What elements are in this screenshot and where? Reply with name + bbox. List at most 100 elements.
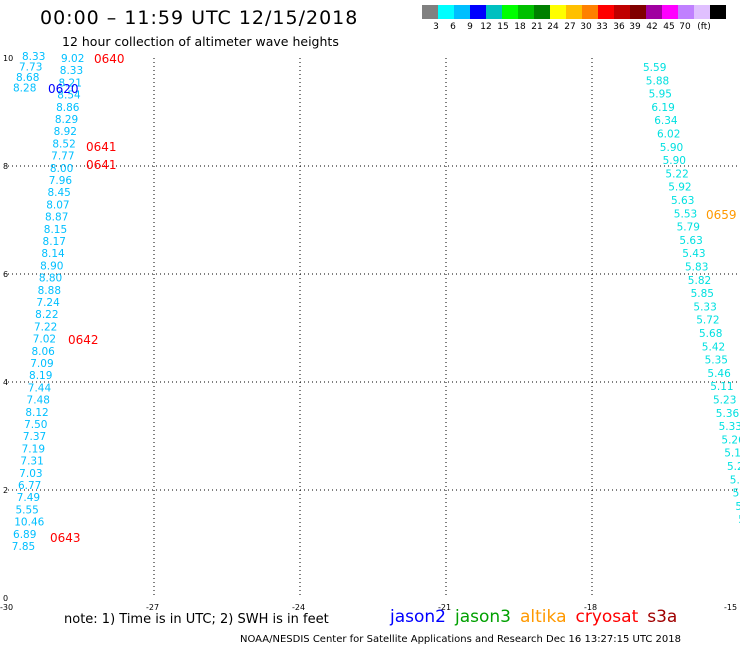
x-tick-label: -27 (146, 603, 159, 612)
wave-height-value: 8.88 (38, 285, 61, 297)
wave-height-value: 5.63 (679, 235, 702, 247)
y-tick-label: 2 (3, 486, 8, 495)
pass-time-label: 0640 (94, 52, 125, 66)
wave-height-value: 8.17 (43, 236, 66, 248)
wave-height-value: 5. (735, 501, 740, 513)
scale-swatch (518, 5, 534, 19)
scale-label: 33 (596, 22, 608, 32)
scale-swatch (646, 5, 662, 19)
wave-height-value: 5.11 (710, 381, 733, 393)
scale-swatch (470, 5, 486, 19)
wave-height-value: 8.86 (56, 102, 80, 114)
wave-height-value: 5.72 (696, 315, 719, 327)
wave-height-value: 7.50 (24, 419, 47, 431)
wave-height-value: 5.92 (668, 182, 691, 194)
wave-height-value: 5.63 (671, 195, 694, 207)
wave-height-value: 5 (738, 514, 740, 526)
scale-label: (ft) (697, 22, 711, 32)
wave-height-value: 8.06 (31, 346, 55, 358)
y-tick-label: 0 (3, 594, 8, 603)
wave-height-value: 7.48 (27, 395, 50, 407)
wave-height-value: 8.07 (46, 199, 69, 211)
wave-height-value: 7.03 (19, 468, 42, 480)
wave-height-value: 5.23 (713, 395, 736, 407)
scale-label: 21 (531, 22, 543, 32)
wave-height-value: 8.90 (40, 260, 63, 272)
wave-height-value: 7.49 (17, 492, 40, 504)
wave-height-value: 10.46 (14, 517, 44, 529)
scale-label: 3 (433, 22, 439, 32)
scale-swatch (710, 5, 726, 19)
pass-time-label: 0659 (706, 208, 737, 222)
map-subtitle: 12 hour collection of altimeter wave hei… (62, 34, 339, 49)
legend-item-cryosat: cryosat (575, 607, 639, 627)
wave-height-value: 5.35 (705, 355, 728, 367)
legend-item-jason2: jason2 (390, 607, 446, 627)
pass-time-label: 0620 (48, 82, 79, 96)
wave-height-value: 8.80 (39, 273, 62, 285)
wave-height-value: 7.37 (23, 431, 46, 443)
y-tick-label: 4 (3, 378, 8, 387)
scale-swatch (454, 5, 470, 19)
wave-height-value: 6.02 (657, 129, 680, 141)
wave-height-value: 8.14 (41, 248, 65, 260)
scale-swatch (662, 5, 678, 19)
wave-height-value: 5.90 (660, 142, 683, 154)
wave-height-value: 5.22 (665, 168, 688, 180)
wave-height-value: 5.85 (691, 288, 714, 300)
wave-height-value: 5.42 (702, 341, 725, 353)
scale-swatch (582, 5, 598, 19)
wave-height-value: 7.44 (28, 382, 52, 394)
wave-height-value: 5.82 (688, 275, 711, 287)
time-label-layer: 0640 0620 0641 0641 0642 0643 0659 (48, 52, 737, 545)
wave-height-value: 5. (733, 488, 740, 500)
wave-height-value: 5.83 (685, 262, 708, 274)
x-tick-label: -15 (724, 603, 737, 612)
wave-height-value: 6.34 (654, 115, 678, 127)
scale-label: 30 (580, 22, 592, 32)
scale-label: 12 (480, 22, 492, 32)
legend-item-jason3: jason3 (455, 607, 511, 627)
scale-swatch (438, 5, 454, 19)
x-tick-label: -18 (584, 603, 597, 612)
wave-height-value: 5.2 (730, 474, 740, 486)
scale-swatch (598, 5, 614, 19)
wave-height-value: 6.19 (651, 102, 674, 114)
wave-height-value: 7.85 (12, 541, 35, 553)
scale-label: 27 (564, 22, 576, 32)
wave-height-value: 7.02 (33, 334, 56, 346)
legend-item-altika: altika (520, 607, 567, 627)
wave-height-value: 7.09 (30, 358, 53, 370)
scale-swatch (678, 5, 694, 19)
footer-note: note: 1) Time is in UTC; 2) SWH is in fe… (64, 612, 329, 627)
wave-height-value: 8.19 (29, 370, 52, 382)
wave-height-value: 5.46 (707, 368, 731, 380)
wave-height-value: 5.55 (15, 504, 38, 516)
y-tick-label: 6 (3, 270, 8, 279)
grid-layer (8, 58, 738, 598)
map-title: 00:00 – 11:59 UTC 12/15/2018 (40, 7, 359, 29)
wave-height-value: 8.45 (47, 187, 70, 199)
legend-item-s3a: s3a (647, 607, 678, 627)
x-tick-label: -24 (292, 603, 305, 612)
scale-label: 45 (663, 22, 675, 32)
wave-height-value: 8.33 (22, 51, 45, 63)
wave-height-value: 8.92 (54, 126, 77, 138)
scale-label: 39 (629, 22, 641, 32)
wave-height-value: 5.90 (663, 155, 686, 167)
scale-swatch (694, 5, 710, 19)
scale-swatch (486, 5, 502, 19)
satellite-legend: jason2 jason3 altika cryosat s3a (390, 607, 686, 627)
wave-height-value: 7.19 (22, 443, 45, 455)
wave-height-value: 8.52 (52, 138, 75, 150)
wave-height-value: 8.29 (55, 114, 78, 126)
wave-height-value: 7.22 (34, 321, 57, 333)
wave-height-value: 5.36 (716, 408, 740, 420)
scale-swatch (502, 5, 518, 19)
wave-height-value: 8.33 (60, 65, 83, 77)
pass-time-label: 0643 (50, 531, 81, 545)
scale-label: 42 (646, 22, 658, 32)
wave-height-value: 9.02 (61, 53, 84, 65)
wave-height-value: 7.77 (51, 151, 74, 163)
pass-time-label: 0642 (68, 333, 99, 347)
